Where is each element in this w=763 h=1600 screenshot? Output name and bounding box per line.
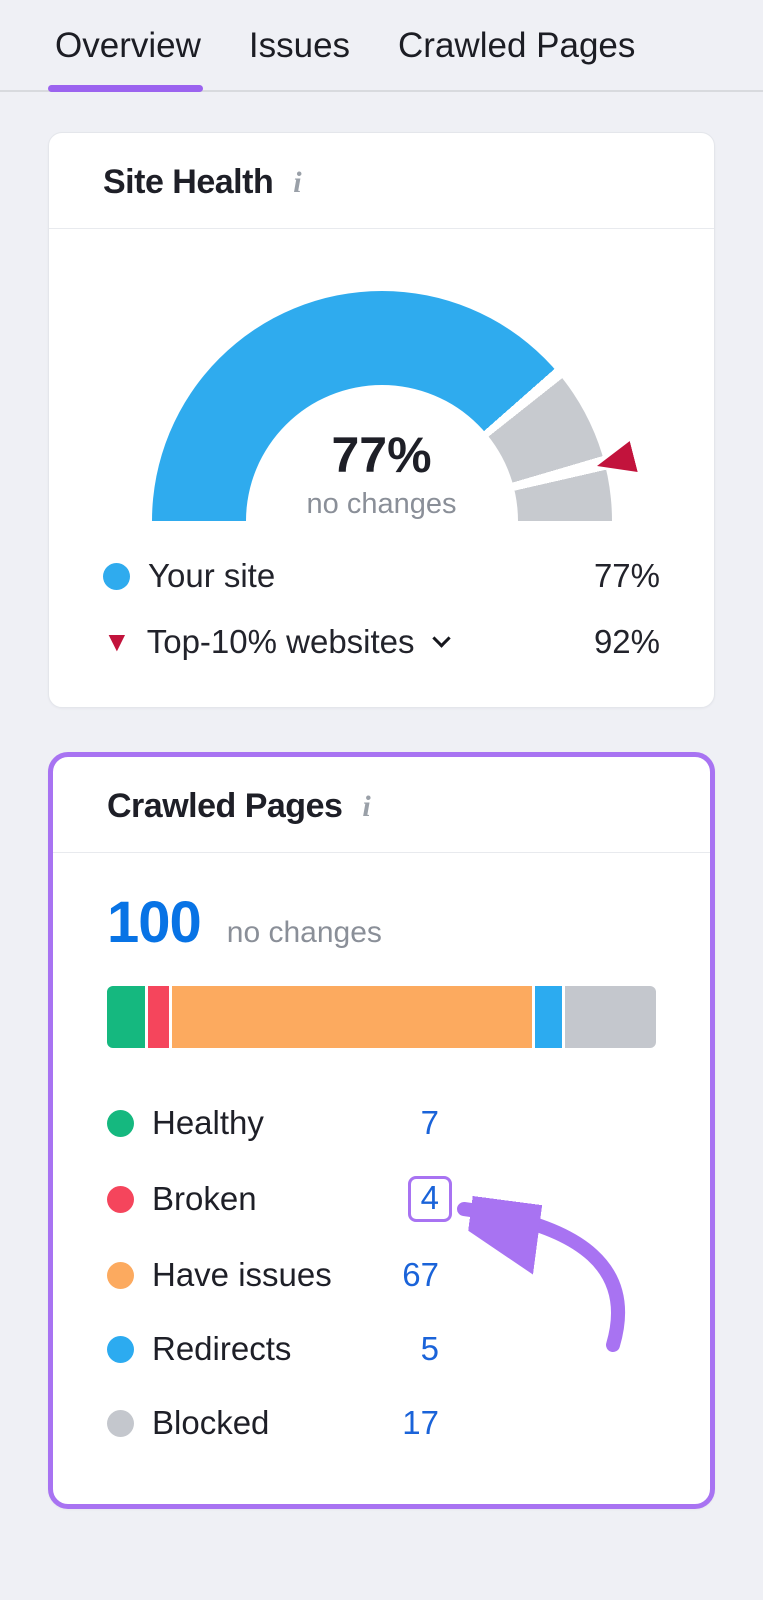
info-icon[interactable]: i (362, 789, 371, 823)
your-site-label: Your site (148, 557, 276, 594)
down-triangle-icon: ▼ (103, 626, 131, 657)
crawled-pages-title: Crawled Pages (107, 787, 343, 825)
healthy-label: Healthy (152, 1104, 264, 1141)
have-issues-dot-icon (107, 1261, 134, 1289)
crawled-pages-card: Crawled Pages i 100 no changes Healthy 7… (48, 752, 715, 1509)
tab-issues[interactable]: Issues (249, 26, 350, 90)
redirects-dot-icon (107, 1335, 134, 1363)
gauge-value: 77% (331, 427, 432, 483)
gauge-note: no changes (306, 488, 457, 520)
broken-count-highlight-box: 4 (407, 1176, 452, 1222)
have-issues-count-link[interactable]: 67 (402, 1256, 439, 1293)
site-health-header: Site Health i (49, 133, 714, 229)
tab-issues-label: Issues (248, 26, 351, 65)
blocked-dot-icon (107, 1409, 134, 1437)
healthy-count-link[interactable]: 7 (420, 1104, 439, 1141)
annotation-arrow-icon (457, 1193, 625, 1352)
bar-segment-have-issues[interactable] (172, 986, 532, 1048)
top10-label: Top-10% websites (146, 623, 415, 660)
site-health-gauge: 77% no changes (151, 291, 612, 521)
site-health-legend: Your site 77% ▼ Top-10% websites 92% (49, 521, 714, 707)
tab-bar: Overview Issues Crawled Pages (0, 0, 763, 92)
crawled-total-note: no changes (226, 916, 382, 949)
bar-segment-redirects[interactable] (534, 986, 562, 1048)
legend-row-your-site: Your site 77% (103, 557, 660, 595)
broken-count-link[interactable]: 4 (420, 1179, 439, 1216)
legend-row-healthy: Healthy 7 (107, 1102, 439, 1144)
crawled-total-row: 100 no changes (107, 889, 656, 956)
legend-row-blocked: Blocked 17 (107, 1402, 439, 1444)
bar-segment-blocked[interactable] (564, 986, 656, 1048)
top10-value: 92% (593, 623, 660, 660)
info-icon[interactable]: i (293, 165, 302, 199)
your-site-value: 77% (593, 557, 660, 594)
crawled-total: 100 (107, 890, 202, 955)
redirects-label: Redirects (152, 1330, 292, 1367)
crawled-pages-body: 100 no changes Healthy 7 Broken 4 Have i… (53, 853, 710, 1504)
tab-overview-label: Overview (55, 26, 201, 65)
have-issues-label: Have issues (152, 1256, 332, 1293)
crawled-pages-header: Crawled Pages i (53, 757, 710, 853)
tab-crawled-pages[interactable]: Crawled Pages (398, 26, 635, 90)
broken-label: Broken (152, 1180, 257, 1217)
tab-overview[interactable]: Overview (48, 26, 203, 92)
legend-row-broken: Broken 4 (107, 1176, 452, 1222)
site-health-card: Site Health i 77% no changes Your site 7… (48, 132, 715, 708)
legend-row-top10: ▼ Top-10% websites 92% (103, 623, 660, 661)
blocked-label: Blocked (152, 1404, 270, 1441)
redirects-count-link[interactable]: 5 (420, 1330, 439, 1367)
legend-row-have-issues: Have issues 67 (107, 1254, 439, 1296)
healthy-dot-icon (107, 1109, 134, 1137)
chevron-down-icon[interactable] (431, 628, 451, 648)
your-site-dot-icon (103, 562, 130, 590)
legend-row-redirects: Redirects 5 (107, 1328, 439, 1370)
crawled-pages-legend: Healthy 7 Broken 4 Have issues 67 Redire… (107, 1102, 452, 1444)
site-health-title: Site Health (103, 163, 274, 201)
broken-dot-icon (107, 1185, 134, 1213)
bar-segment-broken[interactable] (147, 986, 170, 1048)
crawled-pages-bar (107, 986, 656, 1048)
blocked-count-link[interactable]: 17 (402, 1404, 439, 1441)
tab-crawled-pages-label: Crawled Pages (398, 26, 636, 65)
bar-segment-healthy[interactable] (107, 986, 145, 1048)
